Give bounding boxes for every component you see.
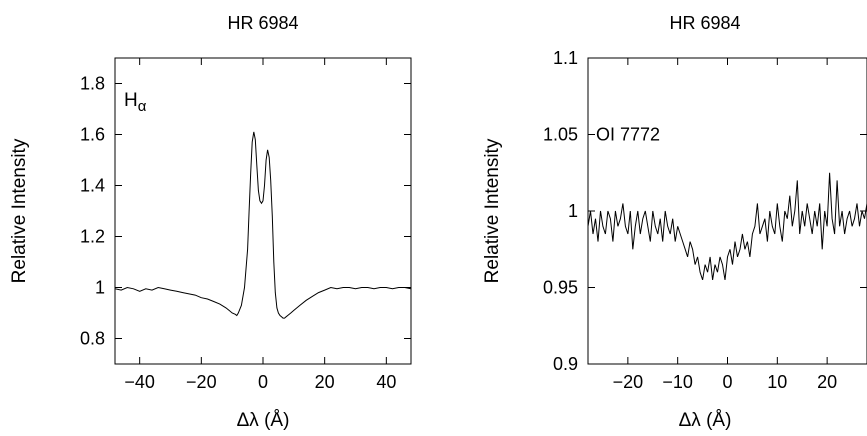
panel-1-annotation-subscript: α [138,98,147,115]
panel-1-xtick-label: 0 [258,372,268,392]
panel-1-ytick-label: 1.8 [80,74,105,94]
panel-2-xtick-label: 10 [767,372,787,392]
panel-2-ytick-label: 1.1 [553,48,578,68]
panel-2-group: −20 −10 0 10 20 0.9 0.95 1 1.05 1.1 HR 6984 Δλ (Å) R… [482,13,867,431]
panel-1-annotation: Hα [124,90,147,115]
panel-2-xtick-label: −10 [662,372,693,392]
panel-2-ytick-label: 1.05 [543,125,578,145]
panel-1-title: HR 6984 [227,13,298,33]
panel-2-xlabel: Δλ (Å) [679,410,732,431]
panel-2-ytick-label: 0.95 [543,278,578,298]
panel-2-title: HR 6984 [669,13,740,33]
panel-2-annotation: OI 7772 [596,125,660,145]
panel-2-ylabel: Relative Intensity [482,138,503,283]
panel-2-xtick-label: 20 [817,372,837,392]
panel-1-xtick-label: −20 [186,372,217,392]
panel-1-xlabel: Δλ (Å) [237,410,290,431]
panel-1-group: −40 −20 0 20 40 0.8 1 1.2 1.4 1.6 1.8 HR 6984 Δλ (Å)… [9,13,412,431]
panel-1-ytick-label: 0.8 [80,329,105,349]
panel-1-ylabel: Relative Intensity [9,138,30,283]
panel-1-ytick-label: 1.2 [80,227,105,247]
panel-2-ytick-label: 0.9 [553,354,578,374]
panel-2-ytick-label: 1 [568,201,578,221]
panel-1-xtick-label: 20 [315,372,335,392]
panel-1-frame [114,57,412,365]
panel-1-xtick-label: −40 [124,372,155,392]
panel-1-xtick-label: 40 [376,372,396,392]
panel-1-ytick-label: 1.4 [80,176,105,196]
panel-2-xtick-label: −20 [613,372,644,392]
panel-2-xtick-label: 0 [722,372,732,392]
panel-2-series-line [588,172,867,281]
panel-1-ytick-label: 1.6 [80,125,105,145]
panel-1-series-line [115,131,411,319]
panel-1-ytick-label: 1 [95,278,105,298]
